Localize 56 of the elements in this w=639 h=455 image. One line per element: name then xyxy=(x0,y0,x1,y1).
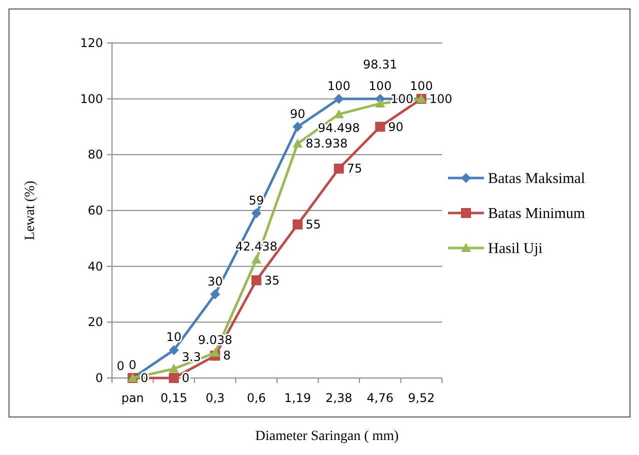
data-label: 0 xyxy=(140,371,148,385)
data-label: 35 xyxy=(264,273,280,288)
y-tick-label: 100 xyxy=(80,92,103,106)
y-tick-label: 0 xyxy=(95,371,103,385)
data-label: 8 xyxy=(223,348,231,363)
data-label: 0 xyxy=(128,358,136,372)
point xyxy=(334,109,344,118)
point xyxy=(210,348,220,357)
point xyxy=(334,94,344,104)
point xyxy=(334,164,344,174)
point xyxy=(375,98,386,108)
x-tick-label: 0,15 xyxy=(160,391,188,405)
point xyxy=(375,122,386,132)
data-label: 55 xyxy=(306,217,321,232)
x-axis-title: Diameter Saringan ( mm) xyxy=(255,429,400,444)
legend-label: Batas Maksimal xyxy=(488,171,586,187)
data-label: 98.31 xyxy=(362,57,398,72)
point xyxy=(292,138,303,148)
y-axis-title: Lewat (%) xyxy=(23,180,38,240)
data-label: 0 xyxy=(182,371,190,385)
x-tick-label: 0,6 xyxy=(246,391,266,405)
data-label: 3.3 xyxy=(182,350,201,364)
legend-label: Hasil Uji xyxy=(488,241,543,257)
data-label: 0 xyxy=(116,359,124,373)
x-tick-label: pan xyxy=(121,391,144,405)
y-tick-label: 60 xyxy=(88,204,103,218)
data-label: 90 xyxy=(388,120,404,134)
point xyxy=(168,345,179,356)
data-label: 83.938 xyxy=(306,136,348,151)
data-label: 100 xyxy=(410,78,433,93)
point xyxy=(251,254,262,264)
data-label: 100 xyxy=(390,92,414,106)
data-label: 75 xyxy=(346,162,362,176)
y-tick-label: 40 xyxy=(88,259,103,274)
data-label: 10 xyxy=(166,330,182,344)
y-tick-label: 20 xyxy=(88,315,103,330)
x-tick-label: 0,3 xyxy=(206,391,225,405)
point xyxy=(168,373,179,383)
point xyxy=(251,275,262,286)
data-label: 100 xyxy=(368,78,392,93)
x-tick-label: 9,52 xyxy=(408,391,435,405)
legend-label: Batas Minimum xyxy=(488,206,586,222)
point xyxy=(292,122,303,132)
x-tick-label: 4,76 xyxy=(366,391,394,405)
point xyxy=(210,289,220,300)
x-tick-label: 1,19 xyxy=(284,391,311,405)
x-tick-label: 2,38 xyxy=(326,391,352,405)
y-tick-label: 120 xyxy=(80,36,103,50)
data-label: 100 xyxy=(327,78,350,93)
point xyxy=(292,219,303,230)
point xyxy=(251,208,262,218)
data-label: 100 xyxy=(429,92,452,106)
data-label: 90 xyxy=(290,106,306,121)
data-label: 94.498 xyxy=(318,121,360,136)
point xyxy=(168,364,179,373)
y-tick-label: 80 xyxy=(88,148,103,162)
